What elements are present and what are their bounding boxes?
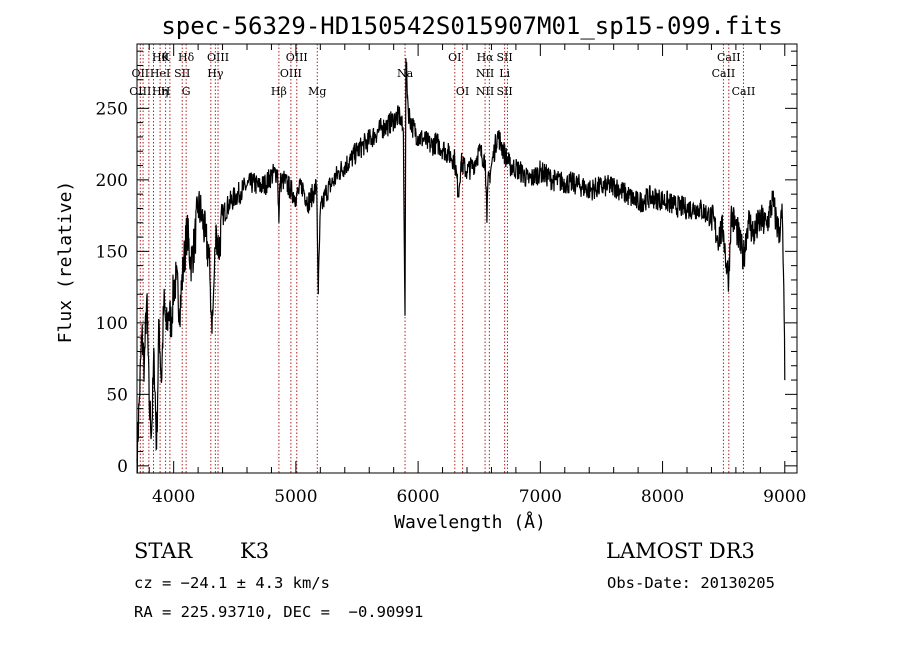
plot-frame [136,43,798,474]
spectral-line-label: OIII [286,51,308,64]
spectral-line-label: CaII [712,67,736,80]
y-tick-label: 0 [117,457,128,477]
spectral-line-label: OI [448,51,461,64]
ra-dec-coordinates: RA = 225.93710, DEC = −0.90991 [134,603,424,621]
spectral-line-label: Hθ [152,51,169,64]
y-axis-label: Flux (relative) [55,181,76,344]
spectral-line-label: Hγ [207,67,224,80]
spectral-line-label: NII [476,85,494,98]
spectral-line-label: HeI [150,67,170,80]
spectral-line-label: SII [497,51,513,64]
observation-date: Obs-Date: 20130205 [607,574,775,592]
spectral-line-label: K [161,51,170,64]
object-subclass: K3 [240,539,270,563]
axis-tick-labels: 4000 5000 6000 7000 8000 9000 0 50 100 150 200 250 [96,99,807,507]
spectral-line-label: SII [497,85,513,98]
x-tick-label: 8000 [641,487,684,507]
spectral-line-label: OII [131,67,149,80]
y-tick-label: 250 [96,99,128,119]
spectral-line-label: Li [499,67,510,80]
y-tick-label: 100 [96,314,128,334]
spectral-line-label: CaII [717,51,741,64]
y-tick-label: 50 [106,385,128,405]
spectral-line-label: Mg [308,85,326,98]
flux-series-line [136,58,786,473]
x-tick-label: 4000 [152,487,195,507]
survey-name: LAMOST DR3 [606,539,755,563]
spectral-line-label: G [182,85,191,98]
x-tick-label: 6000 [396,487,439,507]
spectral-line-label: H [161,85,171,98]
spectral-line-label: Hβ [271,85,287,98]
spectral-line-label: CaII [732,85,756,98]
spectral-line-label: Hα [477,51,495,64]
x-tick-label: 7000 [519,487,562,507]
chart-title: spec-56329-HD150542S015907M01_sp15-099.f… [161,12,782,40]
y-tick-label: 150 [96,242,128,262]
object-class: STAR [134,539,193,563]
spectral-line-labels: OIIOIIIHθHeIHηKHSIIHδGHγOIIIHβOIIIOIIIMg… [129,51,755,98]
spectral-line-markers [139,44,744,473]
spectral-line-label: OI [456,85,469,98]
spectral-line-label: OIII [129,85,151,98]
spectral-line-label: Hδ [178,51,195,64]
spectral-line-label: NII [476,67,494,80]
spectral-line-label: OIII [207,51,229,64]
y-tick-label: 200 [96,171,128,191]
redshift-cz: cz = −24.1 ± 4.3 km/s [134,574,330,592]
axis-ticks [137,44,797,473]
x-tick-label: 9000 [763,487,806,507]
spectral-line-label: SII [174,67,190,80]
spectral-line-label: Hη [152,85,168,98]
x-tick-label: 5000 [274,487,317,507]
x-axis-label: Wavelength (Å) [394,511,546,533]
spectral-line-label: OIII [280,67,302,80]
